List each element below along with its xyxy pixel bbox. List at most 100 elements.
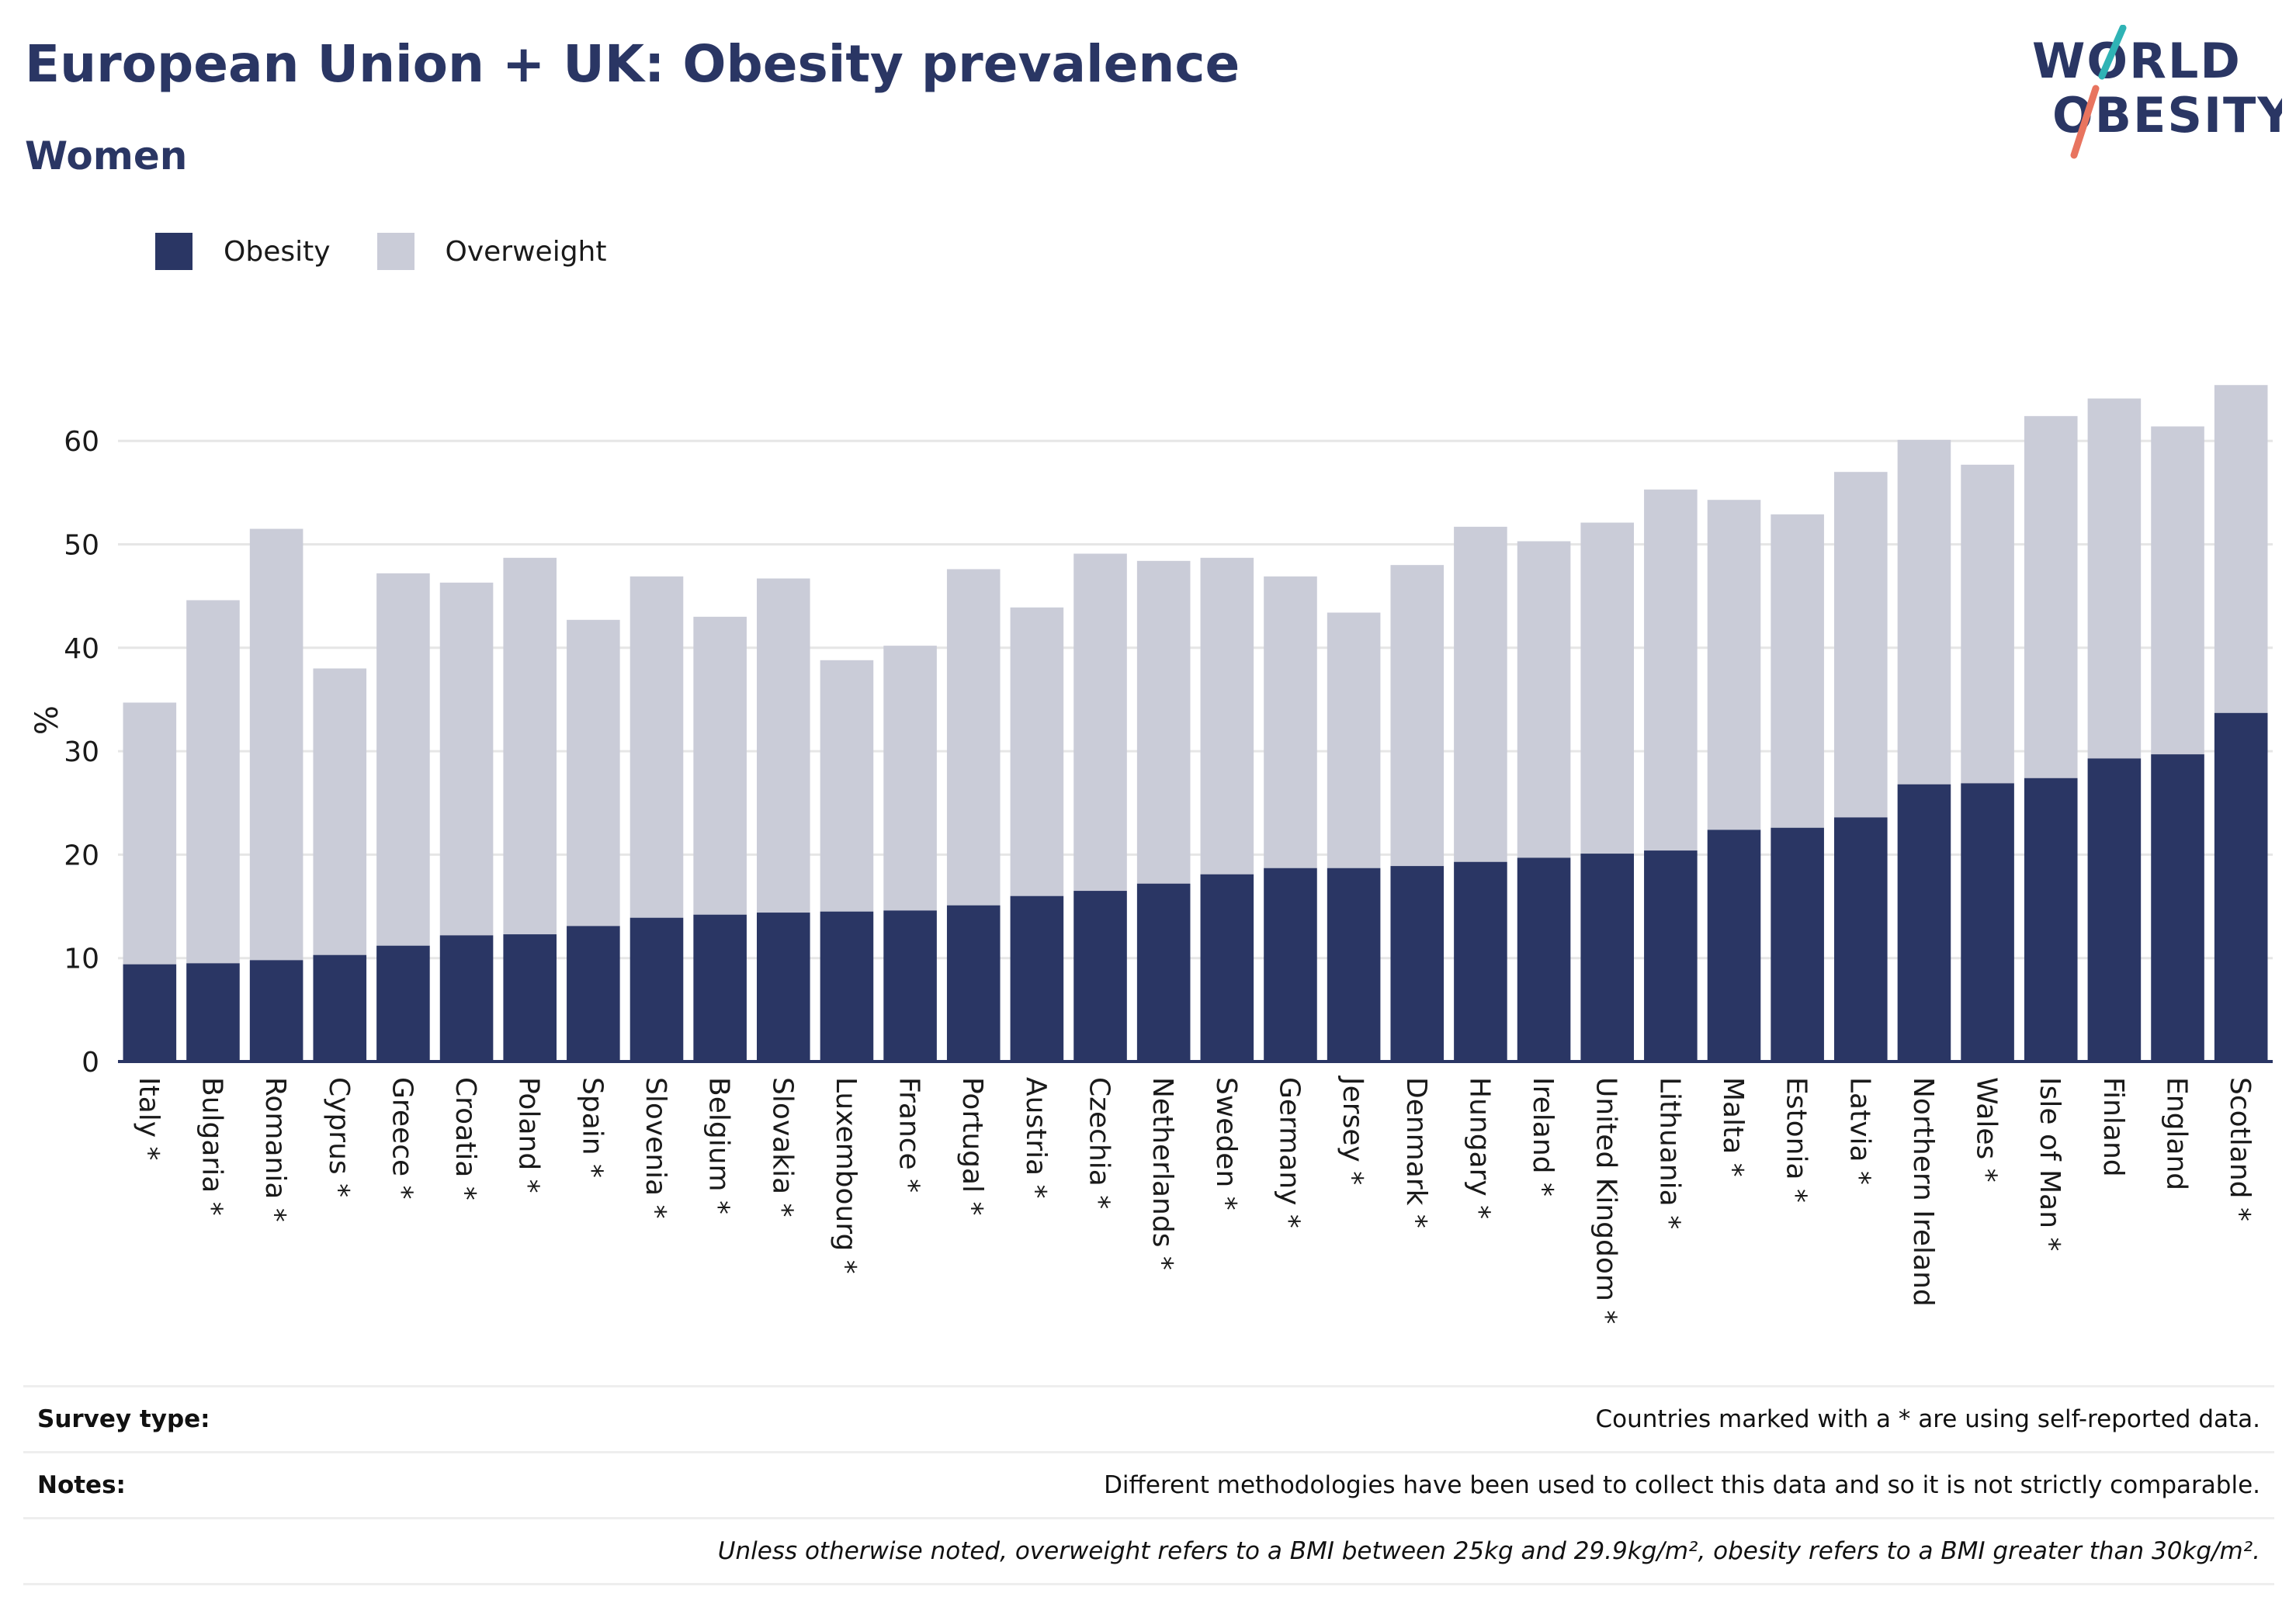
bar-obesity xyxy=(439,935,494,1062)
bar-overweight xyxy=(1580,522,1634,854)
logo-slash-coral xyxy=(2070,85,2100,159)
bar-overweight xyxy=(376,573,430,946)
bar-obesity xyxy=(1327,868,1381,1062)
y-tick-label: 20 xyxy=(64,840,99,871)
chart-subtitle: Women xyxy=(25,133,188,178)
bar-overweight xyxy=(883,646,937,911)
bar-obesity xyxy=(2214,712,2268,1062)
bar-chart: 0 10 20 30 40 50 60% Italy * Bulgaria * Romania *… xyxy=(29,385,2273,1324)
bar-obesity xyxy=(757,913,810,1062)
bar-overweight xyxy=(1390,565,1445,867)
x-tick-label: England xyxy=(2161,1077,2193,1190)
bar-obesity xyxy=(629,917,684,1062)
y-axis-label: % xyxy=(29,705,65,735)
bar-overweight xyxy=(2151,426,2204,755)
x-tick-label: Austria * xyxy=(1020,1077,1052,1199)
x-tick-label: Poland * xyxy=(513,1077,545,1193)
bar-obesity xyxy=(123,964,177,1062)
bar-overweight xyxy=(503,557,557,935)
y-tick-label: 10 xyxy=(64,944,99,975)
x-tick-label: Italy * xyxy=(133,1077,165,1161)
bar-obesity xyxy=(1580,854,1634,1062)
bar-overweight xyxy=(946,569,1001,906)
bar-overweight xyxy=(1327,612,1381,868)
x-tick-label: Czechia * xyxy=(1084,1077,1115,1209)
x-tick-label: Croatia * xyxy=(449,1077,481,1200)
notes-value: Different methodologies have been used t… xyxy=(1104,1471,2260,1499)
bar-overweight xyxy=(693,616,747,915)
chart-title: European Union + UK: Obesity prevalence xyxy=(25,34,1240,94)
x-tick-label: Finland xyxy=(2097,1077,2129,1177)
bar-overweight xyxy=(2087,398,2142,759)
bar-obesity xyxy=(820,911,874,1062)
bar-obesity xyxy=(249,960,303,1062)
bar-overweight xyxy=(439,582,494,936)
bar-obesity xyxy=(1454,861,1507,1062)
legend-item-obesity: Obesity xyxy=(155,233,331,270)
y-tick-label: 30 xyxy=(64,736,99,768)
bar-obesity xyxy=(693,914,747,1062)
x-tick-label: Scotland * xyxy=(2224,1077,2256,1221)
x-tick-label: Denmark * xyxy=(1400,1077,1432,1228)
x-tick-label: Germany * xyxy=(1273,1077,1305,1228)
bar-overweight xyxy=(249,528,303,961)
notes-row: Notes: Different methodologies have been… xyxy=(23,1451,2274,1517)
x-tick-label: Bulgaria * xyxy=(196,1077,227,1216)
x-tick-label: Greece * xyxy=(386,1077,418,1200)
x-tick-label: France * xyxy=(893,1077,925,1193)
bar-overweight xyxy=(1200,557,1254,875)
bar-obesity xyxy=(567,926,620,1062)
notes-label: Notes: xyxy=(37,1471,126,1499)
x-tick-label: Spain * xyxy=(576,1077,608,1178)
bar-obesity xyxy=(1073,891,1127,1062)
bar-overweight xyxy=(1517,541,1571,858)
bar-obesity xyxy=(1834,817,1888,1062)
survey-type-label: Survey type: xyxy=(37,1405,210,1433)
legend-label-obesity: Obesity xyxy=(224,235,331,268)
x-tick-label: Slovakia * xyxy=(766,1077,798,1217)
bar-obesity xyxy=(1390,866,1445,1062)
bar-overweight xyxy=(1454,526,1507,862)
survey-type-value: Countries marked with a * are using self… xyxy=(1595,1405,2261,1433)
x-tick-label: Lithuania * xyxy=(1653,1077,1685,1229)
bar-obesity xyxy=(186,963,240,1062)
y-tick-label: 60 xyxy=(64,426,99,458)
x-tick-label: Luxembourg * xyxy=(830,1077,862,1274)
bmi-definition: Unless otherwise noted, overweight refer… xyxy=(717,1537,2260,1565)
bar-obesity xyxy=(1897,784,1951,1062)
logo-line-1: WORLD xyxy=(2032,33,2242,89)
bar-obesity xyxy=(1707,830,1761,1062)
bar-obesity xyxy=(1010,895,1064,1062)
bar-overweight xyxy=(1707,500,1761,830)
x-tick-label: Jersey * xyxy=(1337,1075,1368,1185)
x-tick-label: Malta * xyxy=(1717,1077,1749,1177)
bar-obesity xyxy=(1644,850,1698,1062)
legend-swatch-obesity xyxy=(155,233,192,270)
bar-overweight xyxy=(1961,464,2014,784)
bar-overweight xyxy=(1771,514,1824,828)
x-tick-label: Wales * xyxy=(1971,1077,2003,1183)
x-tick-label: Latvia * xyxy=(1843,1077,1875,1185)
bar-overweight xyxy=(1010,607,1064,896)
x-tick-label: United Kingdom * xyxy=(1590,1077,1622,1324)
bar-overweight xyxy=(2214,385,2268,713)
bar-obesity xyxy=(1517,857,1571,1062)
legend-swatch-overweight xyxy=(376,233,414,270)
bar-overweight xyxy=(186,600,240,964)
legend-item-overweight: Overweight xyxy=(376,233,606,270)
chart-legend: Obesity Overweight xyxy=(155,230,653,273)
x-tick-label: Slovenia * xyxy=(640,1077,671,1219)
bar-obesity xyxy=(1200,874,1254,1062)
bar-obesity xyxy=(503,934,557,1062)
survey-type-row: Survey type: Countries marked with a * a… xyxy=(23,1385,2274,1451)
bar-overweight xyxy=(757,578,810,913)
bar-overweight xyxy=(820,660,874,912)
y-tick-label: 0 xyxy=(82,1047,99,1079)
x-tick-label: Romania * xyxy=(259,1077,291,1222)
bar-obesity xyxy=(1136,883,1191,1062)
x-tick-label: Estonia * xyxy=(1781,1077,1812,1203)
bar-overweight xyxy=(1136,560,1191,884)
y-tick-label: 40 xyxy=(64,633,99,665)
bar-overweight xyxy=(567,619,620,927)
bar-obesity xyxy=(2151,754,2204,1062)
